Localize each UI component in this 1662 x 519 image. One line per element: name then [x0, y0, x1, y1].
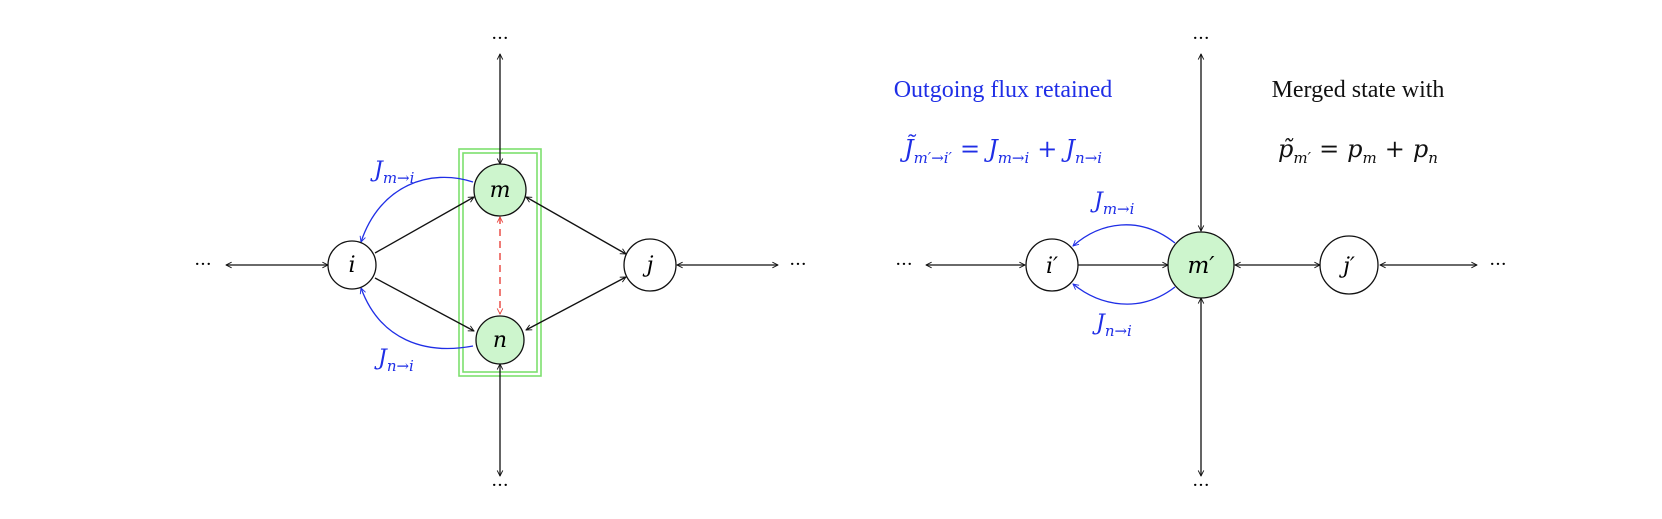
node-n-label: n — [493, 328, 507, 353]
node-i-prime: i′ — [1025, 238, 1079, 292]
edge-m-j — [526, 196, 626, 255]
left-diagram: i j m n ··· ··· ··· ··· Jm→i Jn→i — [194, 28, 806, 496]
flux-curve-m-prime-to-i-prime-upper — [1073, 224, 1176, 246]
flux-curve-m-prime-to-i-prime-lower — [1073, 284, 1176, 305]
node-j: j — [623, 238, 677, 292]
ellipsis-left-right-diagram: ··· — [895, 254, 912, 275]
node-m: m — [473, 163, 527, 217]
flux-label-n-to-i-right: Jn→i — [1092, 311, 1132, 340]
ellipsis-top-right-diagram: ··· — [1192, 28, 1209, 49]
flux-label-n-to-i: Jn→i — [374, 346, 414, 375]
ellipsis-bottom: ··· — [491, 475, 508, 496]
right-diagram: i′ m′ j′ ··· ··· ··· ··· Jm→i Jn→i Outgo… — [894, 28, 1507, 496]
ellipsis-right: ··· — [789, 254, 806, 275]
merged-state-title: Merged state with — [1272, 77, 1445, 103]
flux-curve-m-to-i — [361, 176, 474, 242]
node-i-label: i — [348, 253, 355, 278]
outgoing-flux-title: Outgoing flux retained — [894, 77, 1113, 103]
node-i-prime-label: i′ — [1046, 254, 1058, 279]
flux-label-m-to-i-right: Jm→i — [1090, 189, 1135, 218]
node-m-prime-label: m′ — [1187, 253, 1215, 279]
node-i: i — [327, 240, 377, 290]
node-m-prime: m′ — [1167, 231, 1235, 299]
flux-curve-n-to-i — [361, 288, 474, 350]
ellipsis-top: ··· — [491, 28, 508, 49]
ellipsis-right-right-diagram: ··· — [1489, 254, 1506, 275]
merged-state-equation: p̃m′ = pm + pn — [1278, 135, 1438, 167]
edge-n-j — [526, 276, 626, 331]
node-j-prime-label: j′ — [1338, 254, 1355, 279]
edge-i-n — [374, 277, 474, 332]
flux-label-m-to-i: Jm→i — [370, 158, 415, 187]
node-j-prime: j′ — [1319, 235, 1379, 295]
edge-i-m — [374, 196, 474, 254]
ellipsis-left: ··· — [194, 254, 211, 275]
outgoing-flux-equation: J̃m′→i′ = Jm→i + Jn→i — [899, 135, 1102, 167]
node-n: n — [475, 315, 525, 365]
node-m-label: m — [490, 178, 511, 203]
ellipsis-bottom-right-diagram: ··· — [1192, 475, 1209, 496]
